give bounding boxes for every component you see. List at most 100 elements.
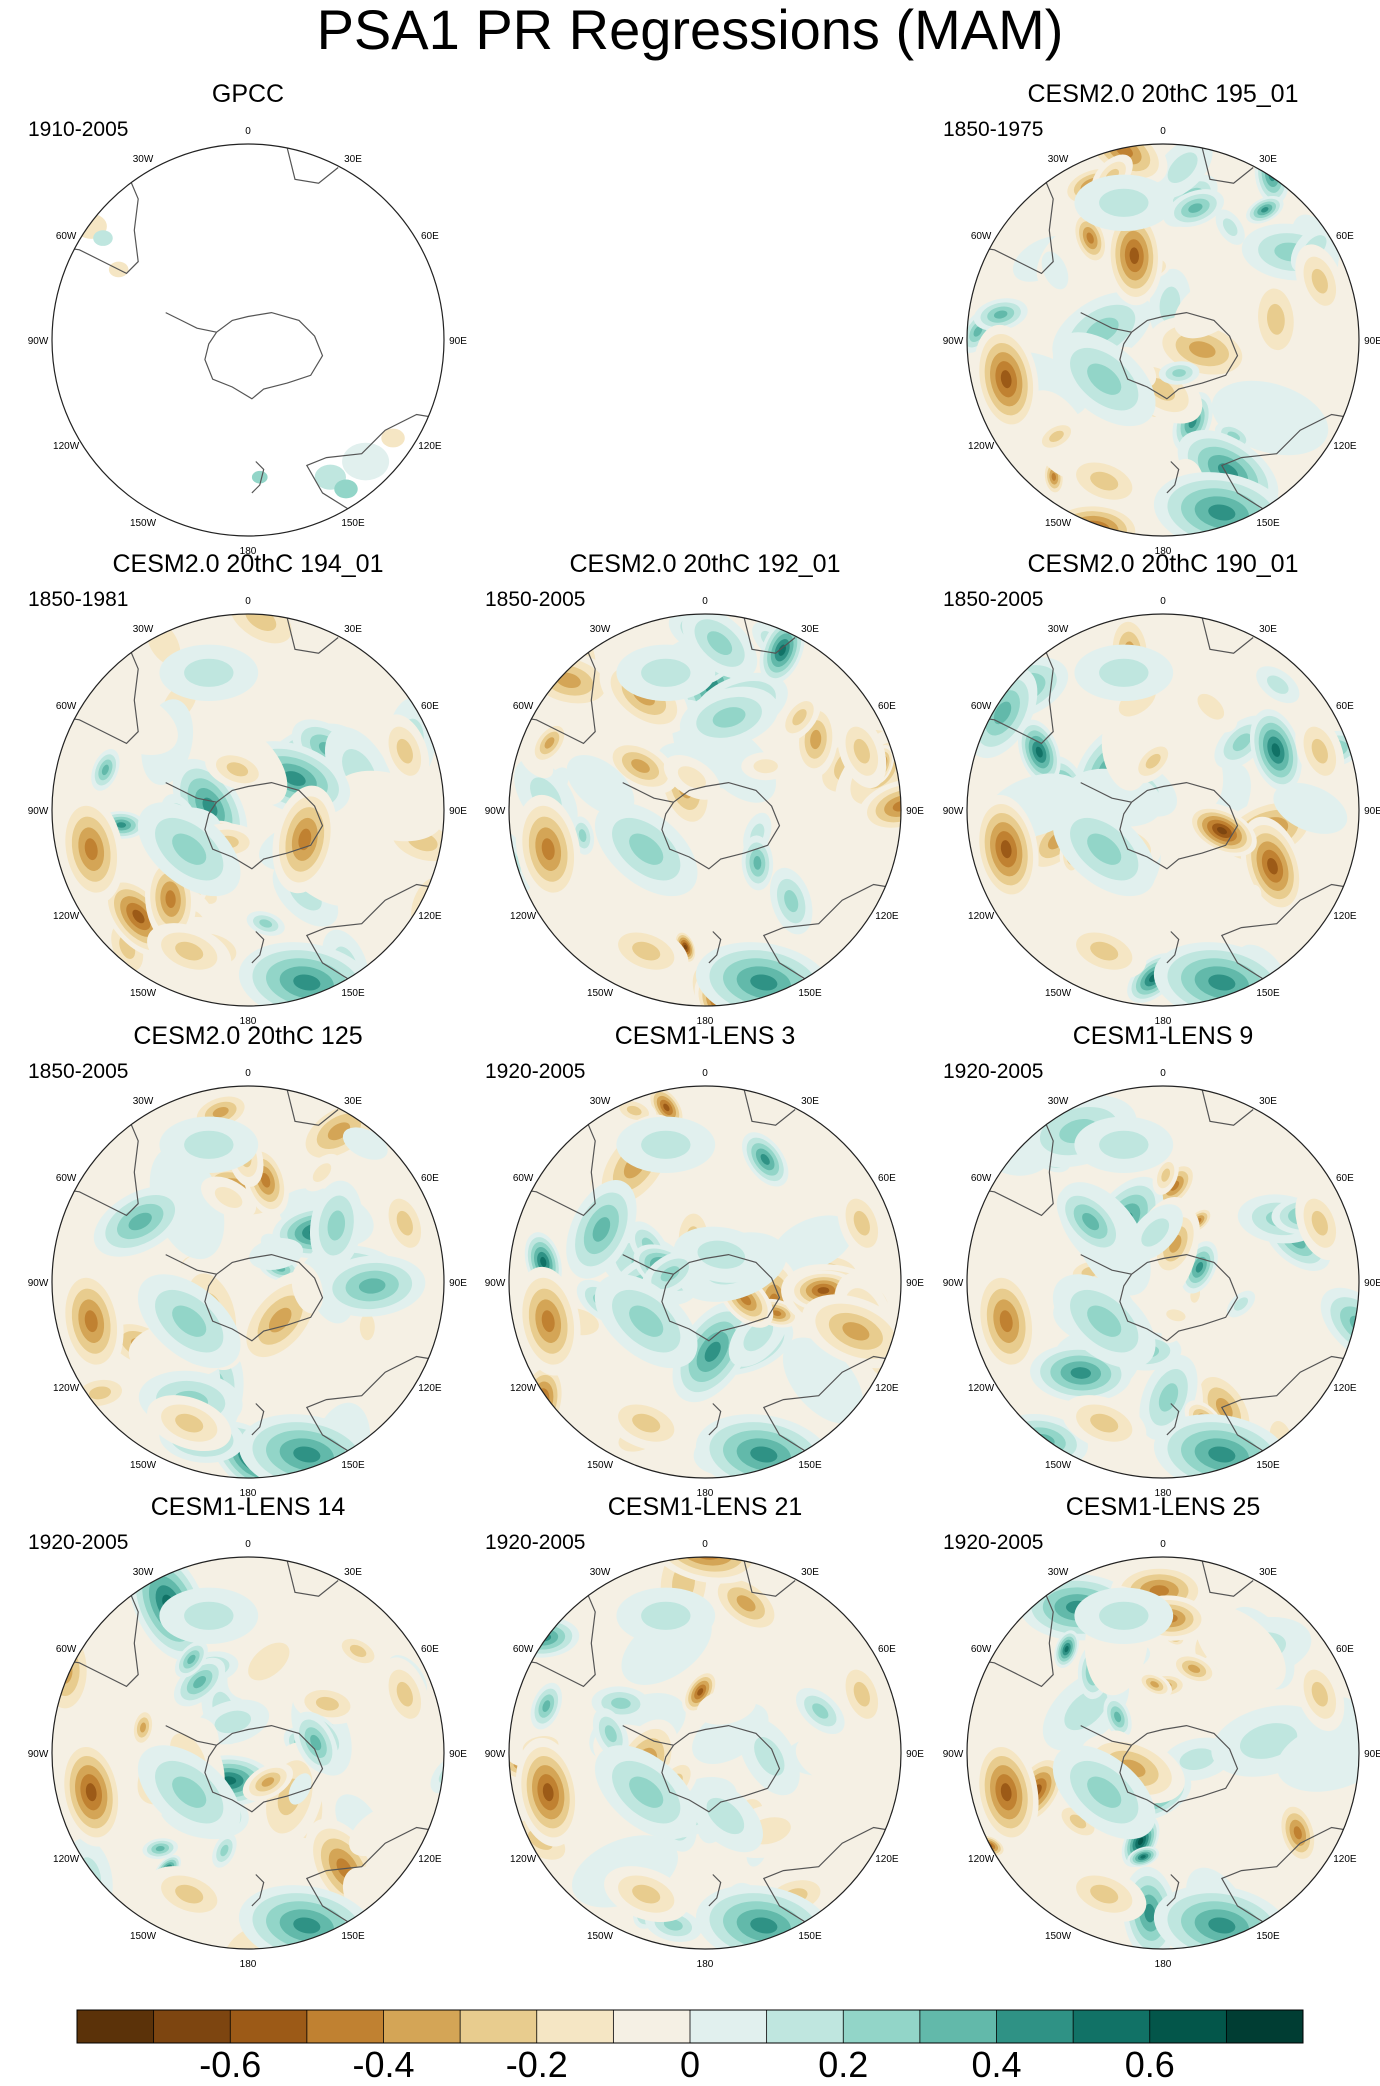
anomaly-contour	[663, 1103, 670, 1112]
longitude-label: 90W	[28, 806, 49, 817]
longitude-label: 150W	[1045, 1460, 1072, 1471]
map-panel: 0 30E 60E 90E 120E 150E 180 150W 120W 90W 60W 30W GP…	[28, 80, 468, 560]
anomaly-contour	[349, 1805, 407, 1857]
map-panel: 0 30E 60E 90E 120E 150E 180 150W 120W 90W 60W 30W CE…	[943, 1493, 1380, 1973]
antarctica-coastline	[204, 311, 324, 400]
anomaly-contour	[1231, 1854, 1269, 1899]
coastline	[1201, 1089, 1254, 1126]
coastline	[743, 1089, 796, 1126]
anomaly-contour	[629, 833, 664, 865]
longitude-label: 60W	[513, 1173, 534, 1184]
anomaly-contour	[592, 1217, 611, 1242]
anomaly-contour	[261, 1777, 275, 1787]
coastline	[52, 641, 139, 745]
anomaly-contour	[315, 1696, 339, 1711]
longitude-label: 150E	[1256, 518, 1280, 529]
anomaly-contour	[1141, 1218, 1170, 1247]
longitude-label: 30E	[801, 1096, 819, 1107]
anomaly-contour	[884, 795, 901, 817]
longitude-label: 0	[245, 596, 251, 607]
map-boundary	[508, 613, 902, 1007]
longitude-label: 150E	[798, 1931, 822, 1942]
anomaly-contour	[220, 1929, 263, 1949]
anomaly-contour	[1273, 782, 1348, 834]
coastline	[967, 1584, 1054, 1688]
anomaly-contour	[999, 1310, 1013, 1333]
longitude-label: 90E	[449, 336, 467, 347]
coastline	[708, 1874, 722, 1907]
longitude-label: 180	[240, 1488, 257, 1499]
anomaly-contour	[128, 1212, 152, 1231]
map-panel: 0 30E 60E 90E 120E 150E 180 150W 120W 90W 60W 30W CE…	[485, 1022, 925, 1502]
anomaly-contour	[85, 1783, 97, 1802]
longitude-label: 60W	[971, 701, 992, 712]
anomaly-contour	[349, 1644, 367, 1658]
anomaly-contour	[1140, 1855, 1146, 1859]
anomaly-contour	[707, 631, 733, 655]
panel-years: 1910-2005	[28, 118, 129, 141]
coastline	[622, 1254, 674, 1275]
coastline	[305, 883, 441, 995]
antarctica-coastline	[1119, 781, 1239, 870]
coastline	[251, 461, 265, 494]
coastline	[967, 1113, 1054, 1217]
data-patch	[342, 442, 390, 481]
anomaly-contour	[1099, 188, 1149, 217]
polar-map: 0 30E 60E 90E 120E 150E 180 150W 120W 90W 60W 30W	[28, 596, 467, 1027]
longitude-label: 120E	[875, 1854, 899, 1865]
anomaly-contour	[288, 1773, 312, 1805]
map-panel: 0 30E 60E 90E 120E 150E 180 150W 120W 90W 60W 30W CE…	[485, 550, 925, 1030]
anomaly-contour	[754, 1737, 785, 1776]
anomaly-contour	[853, 738, 870, 764]
longitude-label: 120W	[53, 1854, 80, 1865]
panel-years: 1920-2005	[943, 1531, 1044, 1554]
coastline	[1201, 617, 1254, 654]
anomaly-contour	[293, 974, 321, 991]
longitude-label: 150E	[798, 988, 822, 999]
anomaly-contour	[1179, 1748, 1216, 1771]
anomaly-contour	[1159, 286, 1181, 323]
map-panel: 0 30E 60E 90E 120E 150E 180 150W 120W 90W 60W 30W CE…	[943, 1022, 1380, 1502]
map-panel: 0 30E 60E 90E 120E 150E 180 150W 120W 90W 60W 30W CE…	[28, 1493, 468, 1973]
longitude-label: 60W	[56, 1644, 77, 1655]
anomaly-contour	[542, 1783, 554, 1802]
anomaly-contour	[1087, 363, 1122, 395]
longitude-label: 120W	[968, 441, 995, 452]
anomaly-contour	[1349, 1315, 1359, 1335]
longitude-label: 150E	[798, 1460, 822, 1471]
coastline	[762, 1355, 898, 1467]
panel-years: 1920-2005	[943, 1060, 1044, 1083]
anomaly-contour	[641, 1130, 691, 1159]
anomaly-contour	[214, 1710, 252, 1734]
anomaly-contour	[1064, 1645, 1069, 1653]
coastline	[1220, 1826, 1356, 1938]
anomaly-contour	[750, 1917, 778, 1934]
longitude-label: 30W	[133, 154, 154, 165]
longitude-label: 90E	[1364, 806, 1380, 817]
coastline	[622, 782, 674, 803]
panel-title: CESM2.0 20thC 195_01	[1027, 80, 1299, 108]
anomaly-contour	[1087, 1305, 1122, 1337]
map-boundary	[966, 613, 1360, 1007]
data-patch	[304, 527, 317, 536]
longitude-label: 180	[240, 1959, 257, 1970]
anomaly-contour	[697, 1688, 704, 1696]
anomaly-contour	[1166, 1309, 1186, 1322]
panel-years: 1850-2005	[485, 588, 586, 611]
longitude-label: 90W	[28, 336, 49, 347]
anomaly-contour	[892, 800, 901, 812]
longitude-label: 30E	[344, 154, 362, 165]
coastline	[708, 1403, 722, 1436]
anomaly-contour	[772, 1310, 782, 1317]
anomaly-contour	[712, 707, 746, 728]
longitude-label: 150E	[341, 518, 365, 529]
longitude-label: 0	[245, 126, 251, 137]
anomaly-contour	[566, 754, 635, 816]
longitude-label: 90W	[28, 1278, 49, 1289]
anomaly-contour	[310, 1734, 322, 1751]
anomaly-contour	[631, 759, 650, 773]
longitude-label: 90E	[906, 806, 924, 817]
map-boundary	[966, 1556, 1360, 1950]
anomaly-contour	[537, 1394, 546, 1409]
coastline	[622, 1725, 674, 1746]
